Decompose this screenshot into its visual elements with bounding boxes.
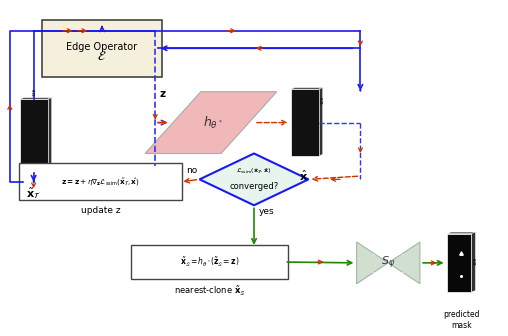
Text: z: z	[160, 89, 166, 99]
Polygon shape	[145, 92, 277, 154]
Polygon shape	[291, 88, 323, 89]
Polygon shape	[319, 88, 323, 156]
Polygon shape	[48, 98, 52, 173]
Text: $\tilde{\mathbf{x}}_{\mathcal{S}} = h_{\theta^*}(\tilde{\mathbf{z}}_{\mathcal{S}: $\tilde{\mathbf{x}}_{\mathcal{S}} = h_{\…	[180, 255, 239, 268]
Text: 128: 128	[33, 88, 37, 96]
Polygon shape	[20, 98, 52, 99]
Text: 128: 128	[473, 257, 478, 265]
Polygon shape	[447, 232, 475, 234]
Bar	[20, 99, 48, 173]
Text: update z: update z	[81, 206, 120, 215]
Text: $\tilde{\mathbf{x}}_{\mathcal{T}}$: $\tilde{\mathbf{x}}_{\mathcal{T}}$	[26, 186, 41, 201]
Bar	[291, 89, 319, 156]
Polygon shape	[388, 242, 420, 284]
Text: $\mathbf{z=z}+\eta\nabla_{\mathbf{z}}\mathcal{L}_{\mathrm{ssim}}(\tilde{\mathbf{: $\mathbf{z=z}+\eta\nabla_{\mathbf{z}}\ma…	[61, 176, 140, 187]
Text: predicted
mask: predicted mask	[443, 310, 480, 330]
Polygon shape	[471, 232, 475, 292]
Text: converged?: converged?	[230, 182, 278, 191]
Text: $S_{\psi}$: $S_{\psi}$	[381, 255, 395, 271]
Text: 128: 128	[321, 96, 325, 104]
FancyBboxPatch shape	[19, 163, 182, 200]
FancyBboxPatch shape	[42, 20, 162, 77]
Text: $\mathcal{E}$: $\mathcal{E}$	[97, 50, 107, 63]
Text: yes: yes	[259, 207, 275, 216]
Bar	[447, 234, 471, 292]
Text: no: no	[186, 166, 197, 175]
Polygon shape	[357, 242, 388, 284]
FancyBboxPatch shape	[131, 245, 289, 279]
Text: Edge Operator: Edge Operator	[67, 42, 138, 52]
Text: $\mathcal{L}_{\mathrm{ssim}}(\tilde{\mathbf{x}}_{\mathcal{T}},\hat{\mathbf{x}})$: $\mathcal{L}_{\mathrm{ssim}}(\tilde{\mat…	[236, 166, 272, 176]
Text: $h_{\theta^*}$: $h_{\theta^*}$	[203, 115, 224, 131]
Text: nearest-clone $\tilde{\mathbf{x}}_{\mathcal{S}}$: nearest-clone $\tilde{\mathbf{x}}_{\math…	[174, 285, 245, 298]
Polygon shape	[200, 154, 308, 205]
Text: $\hat{\mathbf{x}}$: $\hat{\mathbf{x}}$	[299, 169, 308, 183]
